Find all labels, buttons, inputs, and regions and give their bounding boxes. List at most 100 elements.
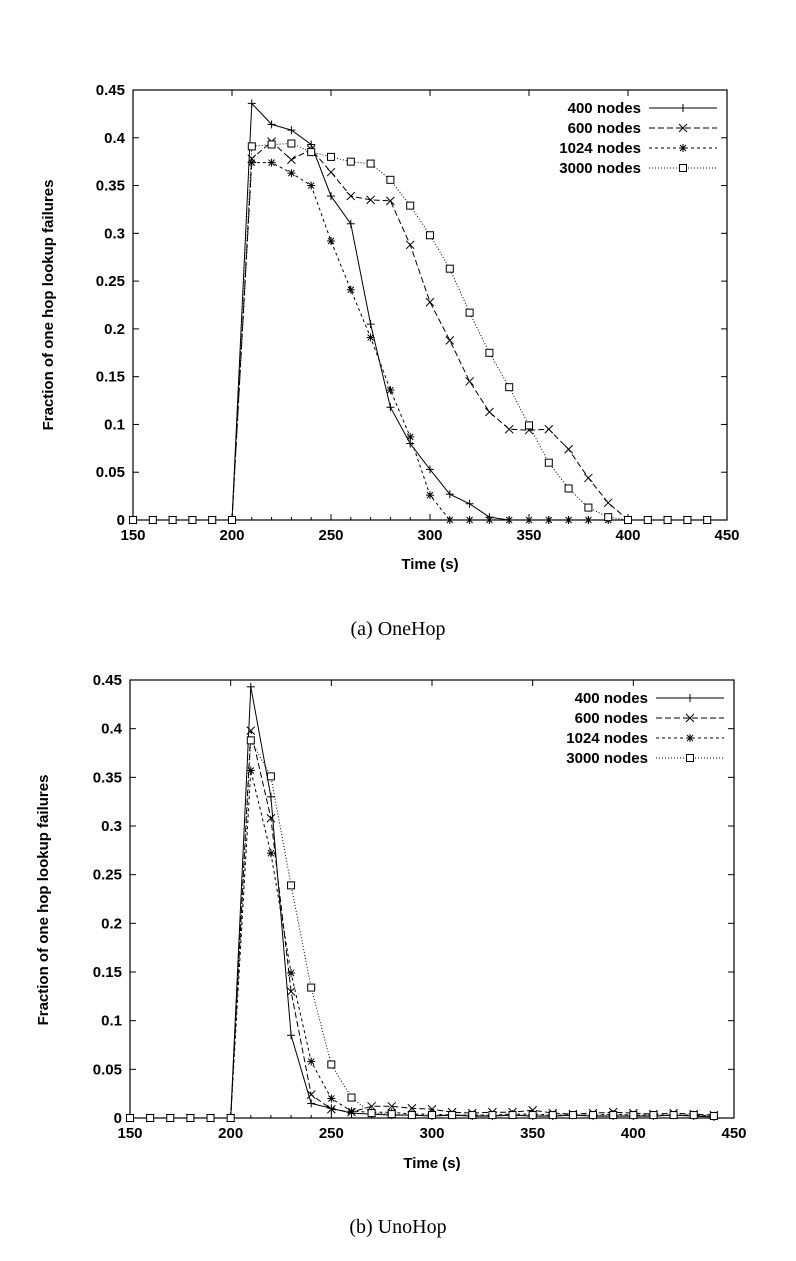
legend-item: 3000 nodes [566,750,724,767]
data-point [679,164,687,172]
data-point [525,516,533,524]
data-point [448,1111,457,1120]
series-1024-nodes [126,766,718,1122]
data-point [347,1093,356,1102]
figure-caption: (a) OneHop [351,618,446,640]
data-point [266,813,276,823]
legend: 400 nodes 600 nodes 1024 nodes 3000 nodes [566,690,724,767]
series-3000-nodes [126,736,718,1122]
data-point [544,458,553,467]
data-point [508,1111,517,1120]
legend-item: 600 nodes [568,120,717,137]
data-point [146,1114,155,1122]
x-tick-label: 150 [117,1125,142,1142]
x-axis-label: Time (s) [403,1155,460,1172]
data-point [307,1057,316,1066]
legend-item: 600 nodes [575,710,724,727]
data-point [266,849,275,858]
data-point [287,968,296,977]
data-point [247,99,256,108]
data-point [126,1114,134,1122]
data-point [568,1111,577,1120]
y-tick-label: 0.3 [101,818,122,835]
data-point [168,516,177,524]
data-point [407,1111,416,1120]
legend-label: 1024 nodes [566,730,648,747]
data-point [689,1111,698,1120]
x-tick-label: 450 [721,1125,746,1142]
data-point [286,987,296,996]
data-point [307,148,316,157]
x-tick-label: 150 [120,527,145,544]
data-point [445,264,454,273]
data-point [246,736,255,745]
data-point [266,772,275,781]
legend-item: 3000 nodes [559,160,717,177]
data-point [247,142,256,151]
data-point [564,484,573,493]
x-tick-label: 300 [419,1125,444,1142]
data-point [366,333,375,342]
data-point [267,120,276,129]
legend-label: 1024 nodes [559,140,641,157]
data-point [386,196,395,206]
data-point [186,1114,195,1122]
series-lines [128,99,712,525]
data-point [346,157,355,166]
data-point [327,152,335,161]
data-point [488,1111,497,1120]
data-point [445,336,455,345]
data-point [584,473,593,483]
data-point [669,1111,678,1120]
data-point [584,516,593,524]
data-point [386,386,395,395]
series-line [130,770,714,1119]
data-point [307,140,316,149]
data-point [208,516,217,524]
data-point [426,465,434,474]
data-point [346,219,355,228]
data-point [465,516,474,524]
data-point [548,1111,557,1120]
x-axis-label: Time (s) [401,556,458,573]
data-point [485,348,494,357]
y-tick-label: 0.45 [93,672,122,689]
legend-label: 600 nodes [568,120,641,137]
y-tick-label: 0 [117,512,125,529]
data-point [327,236,335,245]
data-point [679,144,687,152]
data-point [188,516,197,524]
series-lines [125,682,719,1123]
data-point [445,516,454,524]
y-tick-label: 0 [114,1110,122,1127]
y-tick-label: 0.1 [101,1013,122,1030]
y-tick-label: 0.4 [104,130,126,147]
data-point [603,498,613,508]
data-point [326,1104,336,1114]
data-point [465,377,474,386]
legend-label: 3000 nodes [559,160,641,177]
legend-label: 3000 nodes [566,750,648,767]
y-tick-label: 0.2 [101,915,122,932]
data-point [206,1114,215,1122]
x-tick-label: 200 [219,527,244,544]
data-point [266,792,275,801]
data-point [405,240,415,250]
data-point [386,175,395,184]
data-point [307,983,316,992]
data-point [327,192,335,201]
data-point [287,169,296,178]
y-axis-label: Fraction of one hop lookup failures [40,180,57,431]
data-point [226,1114,235,1122]
data-point [347,1107,356,1116]
data-point [525,421,533,430]
data-point [678,123,688,133]
data-point [504,424,514,434]
x-tick-label: 400 [621,1125,646,1142]
y-tick-label: 0.05 [96,464,125,481]
data-point [346,191,356,201]
data-point [346,285,355,294]
x-tick-label: 250 [319,1125,344,1142]
data-point [406,432,415,441]
